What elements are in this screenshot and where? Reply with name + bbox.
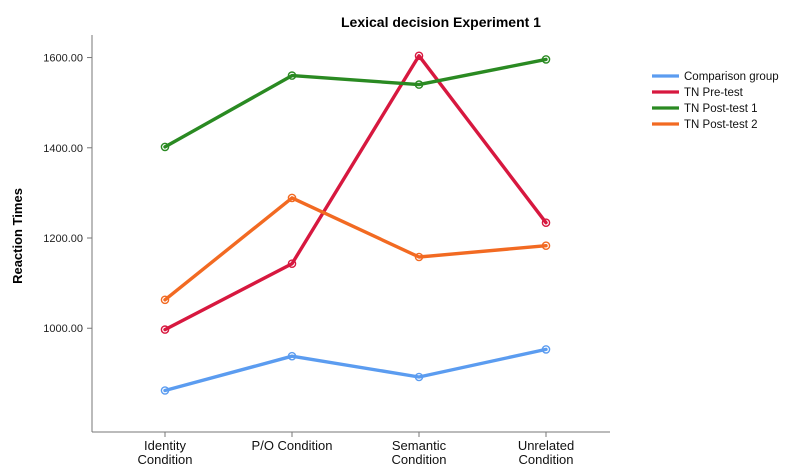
series-3: [160, 193, 551, 305]
x-tick-label: Semantic Condition: [392, 438, 447, 467]
legend-item: Comparison group: [652, 71, 779, 83]
axes: [91, 35, 610, 433]
legend: Comparison group TN Pre-test TN Post-test …: [652, 71, 779, 131]
series-line: [163, 57, 548, 149]
legend-item: TN Post-test 1: [652, 103, 758, 115]
x-tick-label-line: Condition: [519, 452, 574, 467]
legend-item: TN Post-test 2: [652, 119, 758, 131]
data-point: [160, 142, 170, 152]
x-tick-label: Unrelated Condition: [518, 438, 574, 467]
y-tick-label: 1200.00: [43, 233, 83, 245]
x-tick-label: Identity Condition: [138, 438, 193, 467]
data-point: [160, 325, 170, 334]
series-2: [160, 55, 551, 152]
x-tick-label-line: Semantic: [392, 438, 447, 453]
series-1: [160, 51, 551, 334]
series-0: [160, 345, 551, 395]
x-tick-label-line: Identity: [144, 438, 186, 453]
y-tick-label: 1600.00: [43, 53, 83, 65]
data-point: [287, 71, 297, 80]
data-point: [414, 372, 424, 382]
y-axis-ticks: 1000.00 1200.00 1400.00 1600.00: [43, 53, 92, 335]
x-tick-label-line: Condition: [392, 452, 447, 467]
data-point: [541, 241, 551, 250]
data-point: [287, 351, 297, 361]
data-point: [287, 259, 297, 269]
series-line: [163, 347, 548, 393]
data-point: [414, 51, 424, 61]
legend-label: TN Post-test 2: [684, 119, 758, 131]
legend-label: Comparison group: [684, 71, 779, 83]
series-line: [163, 54, 548, 332]
data-point: [541, 55, 551, 64]
x-tick-label-line: Unrelated: [518, 438, 574, 453]
series-line: [163, 196, 548, 302]
data-point: [287, 193, 297, 203]
chart-title: Lexical decision Experiment 1: [341, 14, 541, 30]
data-point: [414, 252, 424, 262]
y-axis-label: Reaction Times: [10, 188, 25, 284]
y-tick-label: 1400.00: [43, 143, 83, 155]
legend-label: TN Pre-test: [684, 87, 744, 99]
legend-label: TN Post-test 1: [684, 103, 758, 115]
x-tick-label: P/O Condition: [252, 438, 333, 453]
x-tick-label-line: P/O Condition: [252, 438, 333, 453]
x-tick-label-line: Condition: [138, 452, 193, 467]
data-series: [160, 51, 551, 395]
data-point: [414, 80, 424, 89]
data-point: [541, 345, 551, 354]
y-tick-label: 1000.00: [43, 323, 83, 335]
data-point: [160, 295, 170, 305]
data-point: [541, 218, 551, 227]
legend-item: TN Pre-test: [652, 87, 744, 99]
data-point: [160, 386, 170, 395]
